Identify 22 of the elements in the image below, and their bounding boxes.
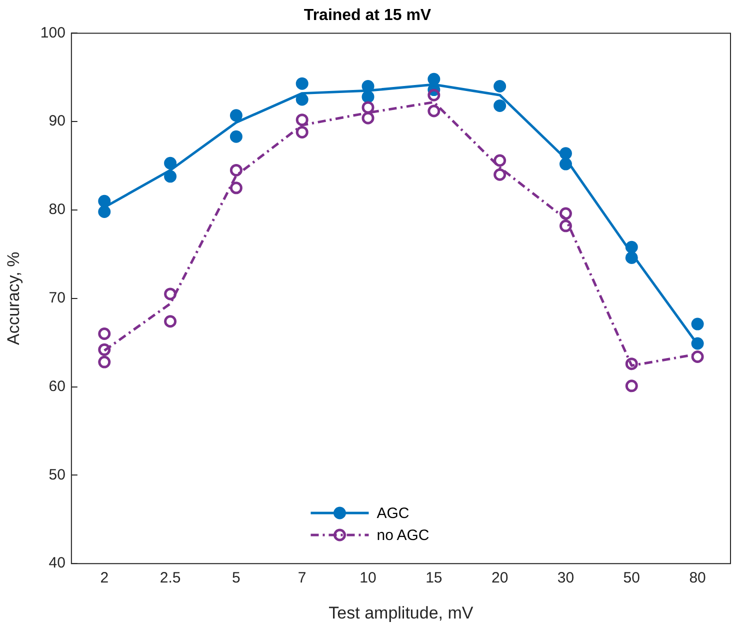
- x-axis-title: Test amplitude, mV: [328, 603, 474, 622]
- y-tick-label: 70: [48, 290, 66, 307]
- x-tick-label: 20: [491, 570, 508, 587]
- y-tick-label: 40: [48, 554, 66, 572]
- legend-label: no AGC: [376, 526, 430, 544]
- x-tick-label: 5: [232, 570, 240, 587]
- x-tick-label: 2: [100, 570, 109, 587]
- y-tick-label: 60: [48, 378, 66, 395]
- x-tick-label: 15: [426, 570, 442, 587]
- x-tick-label: 80: [689, 570, 706, 587]
- x-tick-label: 50: [623, 570, 640, 587]
- x-tick-label: 7: [298, 570, 306, 587]
- y-tick-label: 50: [48, 466, 66, 484]
- x-tick-label: 30: [557, 570, 574, 587]
- y-axis-title: Accuracy, %: [4, 252, 23, 346]
- y-tick-label: 100: [40, 24, 66, 42]
- x-tick-label: 10: [360, 570, 376, 587]
- y-tick-label: 80: [48, 201, 66, 218]
- legend-label: AGC: [376, 504, 410, 522]
- y-tick-label: 90: [48, 112, 66, 130]
- chart-title: Trained at 15 mV: [304, 7, 432, 24]
- x-tick-label: 2.5: [160, 570, 181, 587]
